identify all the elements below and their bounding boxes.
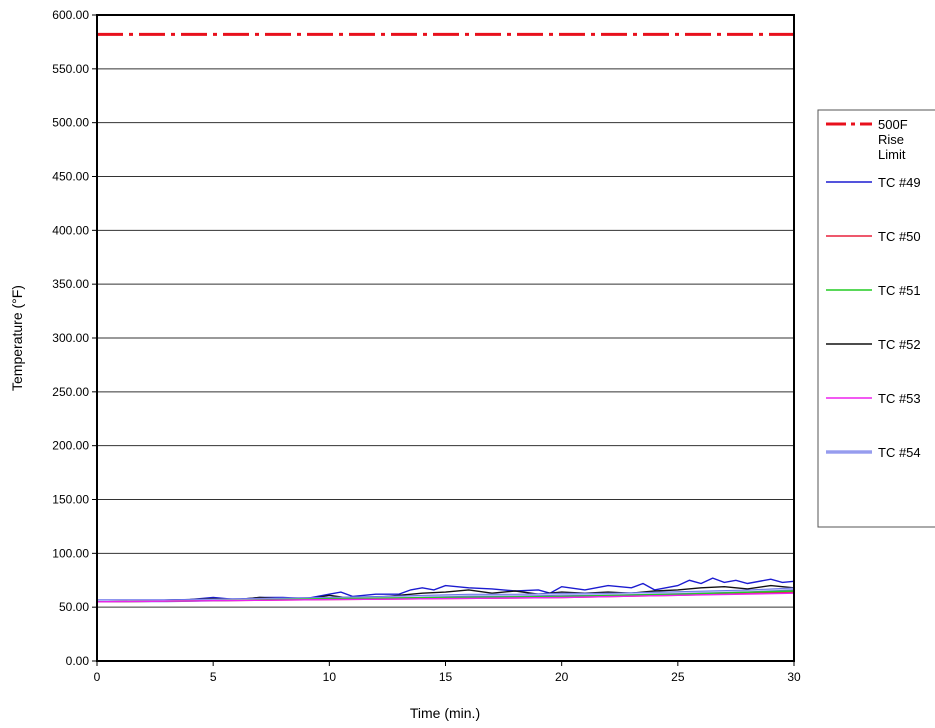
legend-label: TC #51 [878, 283, 921, 298]
x-tick-label: 25 [671, 670, 685, 684]
y-tick-label: 500.00 [52, 116, 89, 130]
y-tick-label: 100.00 [52, 546, 89, 560]
y-tick-label: 450.00 [52, 170, 89, 184]
axis-ticks: 0.00 50.00 100.00 150.00 200.00 250.00 300.00 3… [52, 8, 801, 684]
x-tick-label: 10 [323, 670, 337, 684]
y-tick-label: 400.00 [52, 223, 89, 237]
legend-label: Limit [878, 147, 906, 162]
y-tick-label: 200.00 [52, 439, 89, 453]
x-tick-label: 30 [787, 670, 801, 684]
x-tick-label: 5 [210, 670, 217, 684]
legend-box [817, 109, 935, 528]
x-tick-label: 15 [439, 670, 453, 684]
y-axis-title: Temperature (°F) [9, 285, 25, 391]
y-tick-label: 600.00 [52, 8, 89, 22]
x-tick-label: 20 [555, 670, 569, 684]
x-axis-title: Time (min.) [410, 705, 480, 721]
legend-label: TC #49 [878, 175, 921, 190]
legend-label: Rise [878, 132, 904, 147]
grid-lines [97, 68, 794, 608]
legend-label: TC #50 [878, 229, 921, 244]
x-tick-label: 0 [94, 670, 101, 684]
series-line-tc-53 [96, 592, 795, 603]
legend-label: TC #53 [878, 391, 921, 406]
y-tick-label: 250.00 [52, 385, 89, 399]
y-tick-label: 150.00 [52, 493, 89, 507]
y-tick-label: 300.00 [52, 331, 89, 345]
legend-label: 500F [878, 117, 908, 132]
y-tick-label: 0.00 [66, 654, 90, 668]
legend-label: TC #54 [878, 445, 921, 460]
y-tick-label: 350.00 [52, 277, 89, 291]
legend-label: TC #52 [878, 337, 921, 352]
series-lines [96, 32, 795, 603]
y-tick-label: 50.00 [59, 600, 89, 614]
y-tick-label: 550.00 [52, 62, 89, 76]
